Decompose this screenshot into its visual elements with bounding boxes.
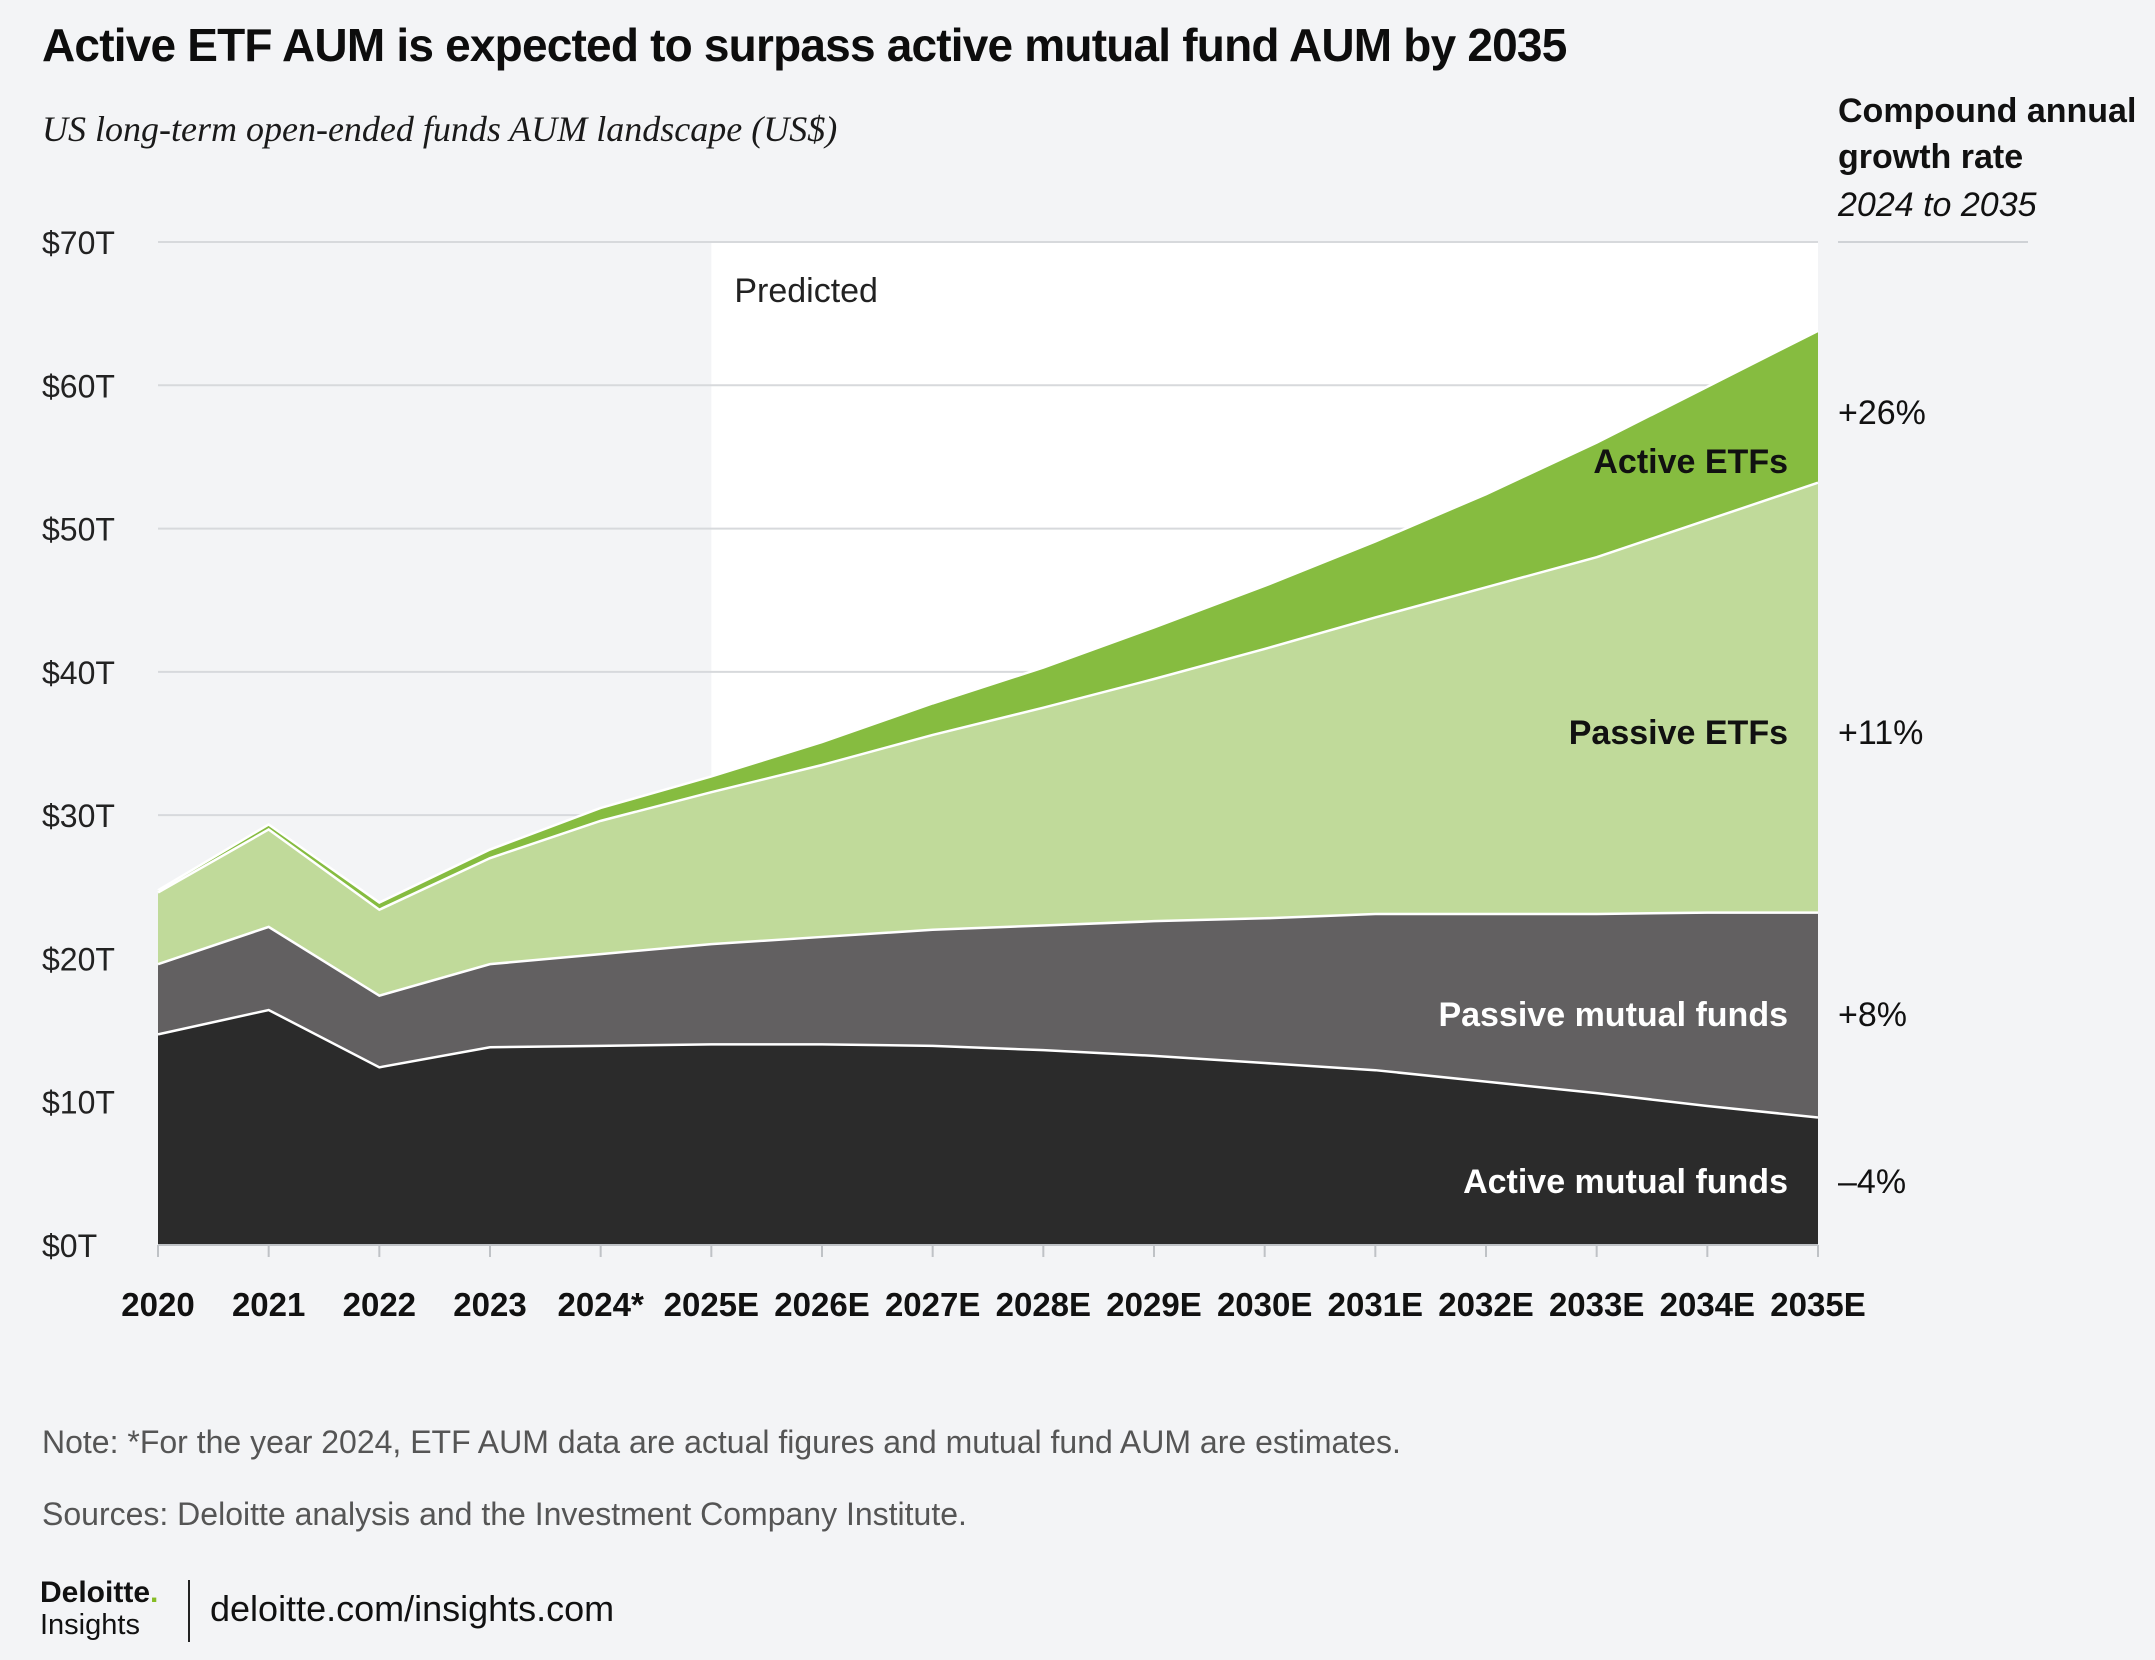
deloitte-logo: Deloitte. [40,1578,158,1608]
chart-title: Active ETF AUM is expected to surpass ac… [42,19,1567,71]
cagr-heading: Compound annual growth rate [1838,92,2137,176]
x-tick-label: 2020 [121,1286,194,1323]
y-axis: $0T $10T $20T $30T $40T $50T $60T $70T [42,225,115,1264]
x-tick-label: 2027E [885,1286,980,1323]
boundary-line [157,911,1818,998]
boundary-line [157,329,1819,904]
predicted-label: Predicted [734,272,878,310]
boundary-line [157,481,1819,912]
brand-dot: . [150,1576,159,1609]
y-tick-label: $70T [42,225,115,261]
x-tick-label: 2029E [1106,1286,1201,1323]
x-tick-label: 2035E [1770,1286,1865,1323]
x-tick-label: 2026E [774,1286,869,1323]
y-tick-label: $20T [42,941,115,977]
cagr-value: +8% [1838,996,1907,1034]
cagr-value: +26% [1838,394,1926,432]
x-tick-label: 2030E [1217,1286,1312,1323]
x-tick-label: 2024* [558,1286,644,1323]
series-labels: Active mutual funds Passive mutual funds P… [1438,443,1788,1201]
chart-subtitle: US long-term open-ended funds AUM landsc… [42,109,838,149]
x-tick-label: 2025E [664,1286,759,1323]
brand-name: Deloitte [40,1576,151,1609]
area-passive-mutual-funds [158,912,1818,1118]
y-tick-label: $60T [42,368,115,404]
y-tick-label: $30T [42,798,115,834]
x-tick-label: 2031E [1328,1286,1423,1323]
x-tick-label: 2023 [453,1286,526,1323]
area-active-mutual-funds [158,1010,1818,1245]
x-tick-label: 2032E [1438,1286,1533,1323]
stacked-area-chart: Predicted $0T $10T $20T $30T $40T $50T $60T $70… [42,225,1926,1323]
cagr-value: +11% [1838,714,1923,752]
series-label: Passive ETFs [1569,714,1788,752]
x-tick-label: 2028E [996,1286,1091,1323]
x-tick-label: 2021 [232,1286,305,1323]
y-tick-label: $50T [42,512,115,548]
cagr-value: –4% [1838,1163,1906,1201]
x-tick-label: 2033E [1549,1286,1644,1323]
x-tick-label: 2034E [1660,1286,1755,1323]
x-axis: 2020 2021 2022 2023 2024* 2025E 2026E 2027E 2028… [121,1244,1866,1323]
series-label: Active mutual funds [1463,1163,1788,1201]
cagr-period: 2024 to 2035 [1838,186,2037,224]
y-tick-label: $40T [42,655,115,691]
brand-divider [188,1580,190,1642]
y-tick-label: $10T [42,1085,115,1121]
brand-insights: Insights [40,1609,140,1641]
footnote: Note: *For the year 2024, ETF AUM data a… [42,1424,1401,1460]
series-boundaries [157,329,1819,1119]
series-label: Active ETFs [1593,443,1788,481]
insights-link[interactable]: deloitte.com/insights.com [210,1588,615,1629]
sources-note: Sources: Deloitte analysis and the Inves… [42,1496,967,1532]
boundary-line [157,1008,1819,1119]
cagr-values: –4% +8% +11% +26% [1838,394,1926,1201]
series-label: Passive mutual funds [1438,996,1788,1034]
x-tick-label: 2022 [343,1286,416,1323]
y-tick-label: $0T [42,1228,97,1264]
cagr-divider [1838,241,2028,243]
